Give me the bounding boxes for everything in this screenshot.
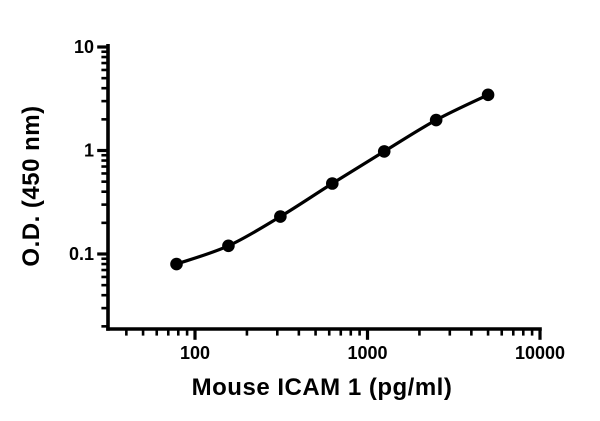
x-axis-title: Mouse ICAM 1 (pg/ml) bbox=[192, 374, 453, 401]
data-point bbox=[429, 113, 443, 127]
axes bbox=[106, 44, 542, 331]
data-point bbox=[274, 210, 287, 223]
data-series bbox=[170, 88, 495, 271]
data-point bbox=[377, 145, 391, 158]
data-point bbox=[325, 177, 339, 190]
x-tick-label: 1000 bbox=[347, 343, 387, 363]
x-tick-label: 100 bbox=[180, 343, 210, 363]
y-tick-label: 10 bbox=[74, 37, 94, 57]
tick-labels: 100 1000 10000 10 1 0.1 bbox=[69, 37, 565, 363]
data-point bbox=[481, 88, 495, 102]
x-tick-label: 10000 bbox=[515, 343, 565, 363]
data-point bbox=[170, 257, 183, 271]
data-point bbox=[222, 239, 235, 253]
y-tick-label: 0.1 bbox=[69, 244, 94, 264]
y-tick-label: 1 bbox=[84, 141, 94, 161]
y-axis-title: O.D. (450 nm) bbox=[18, 105, 45, 266]
